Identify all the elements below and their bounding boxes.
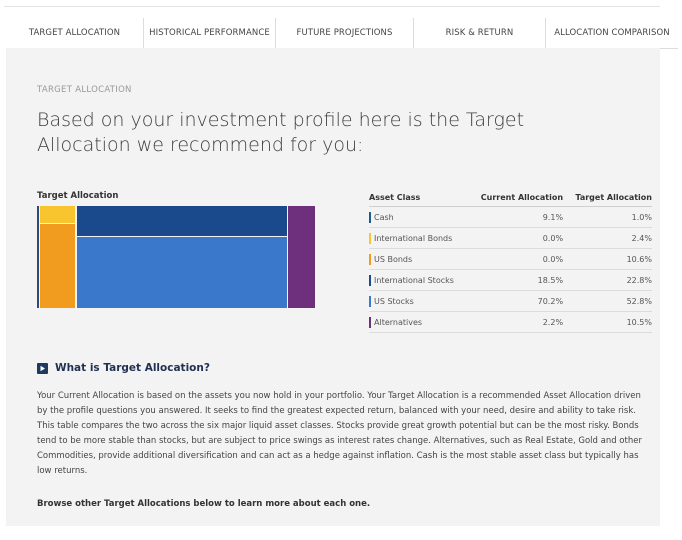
table-row: International Stocks 18.5% 22.8% [369,269,652,291]
allocation-table: Asset Class Current Allocation Target Al… [369,188,652,333]
content-panel: TARGET ALLOCATION Based on your investme… [6,48,660,526]
page-headline: Based on your investment profile here is… [37,109,525,156]
tab-allocation-comparison[interactable]: ALLOCATION COMPARISON [554,28,670,38]
alternatives-swatch [369,316,371,328]
header-target-allocation: Target Allocation [563,188,652,207]
asset-name: International Bonds [374,233,453,243]
browse-note: Browse other Target Allocations below to… [37,499,371,509]
us-bonds-block [40,224,75,308]
explanation-paragraph: Your Current Allocation is based on the … [37,391,642,476]
tab-target-allocation[interactable]: TARGET ALLOCATION [6,18,144,48]
what-is-target-allocation-toggle[interactable]: What is Target Allocation? [37,362,210,374]
what-is-target-allocation-title: What is Target Allocation? [55,362,210,374]
asset-name: Alternatives [374,317,423,327]
table-header-row: Asset Class Current Allocation Target Al… [369,188,652,207]
asset-name: International Stocks [374,275,454,285]
current-value: 2.2% [467,311,564,333]
table-row: US Stocks 70.2% 52.8% [369,290,652,312]
asset-name: US Bonds [374,254,413,264]
target-value: 52.8% [563,290,652,312]
current-value: 0.0% [467,248,564,270]
us-stocks-block [77,237,287,308]
table-row: Cash 9.1% 1.0% [369,206,652,228]
asset-name: US Stocks [374,296,414,306]
international-bonds-block [40,206,75,223]
us-bonds-swatch [369,253,371,265]
tab-bar: TARGET ALLOCATION HISTORICAL PERFORMANCE… [6,18,678,49]
target-value: 1.0% [563,206,652,228]
asset-name: Cash [374,212,394,222]
allocation-block-chart [37,206,315,308]
target-value: 10.6% [563,248,652,270]
target-value: 10.5% [563,311,652,333]
target-value: 22.8% [563,269,652,291]
target-value: 2.4% [563,227,652,249]
current-value: 18.5% [467,269,564,291]
tab-future-projections[interactable]: FUTURE PROJECTIONS [276,18,414,48]
alternatives-block [288,206,315,308]
us-stocks-swatch [369,295,371,307]
chart-title: Target Allocation [37,191,119,201]
table-row: Alternatives 2.2% 10.5% [369,311,652,333]
top-divider [4,6,660,7]
table-row: International Bonds 0.0% 2.4% [369,227,652,249]
section-eyebrow: TARGET ALLOCATION [37,85,132,95]
international-stocks-swatch [369,274,371,286]
tab-risk-return[interactable]: RISK & RETURN [414,18,546,48]
international-stocks-block [77,206,287,236]
current-value: 0.0% [467,227,564,249]
cash-swatch [369,211,371,223]
tab-historical-performance[interactable]: HISTORICAL PERFORMANCE [144,18,276,48]
international-bonds-swatch [369,232,371,244]
play-icon [37,362,48,374]
header-asset-class: Asset Class [369,188,468,207]
current-value: 70.2% [467,290,564,312]
current-value: 9.1% [467,206,564,228]
cash-block [37,206,39,308]
table-row: US Bonds 0.0% 10.6% [369,248,652,270]
header-current-allocation: Current Allocation [467,188,564,207]
